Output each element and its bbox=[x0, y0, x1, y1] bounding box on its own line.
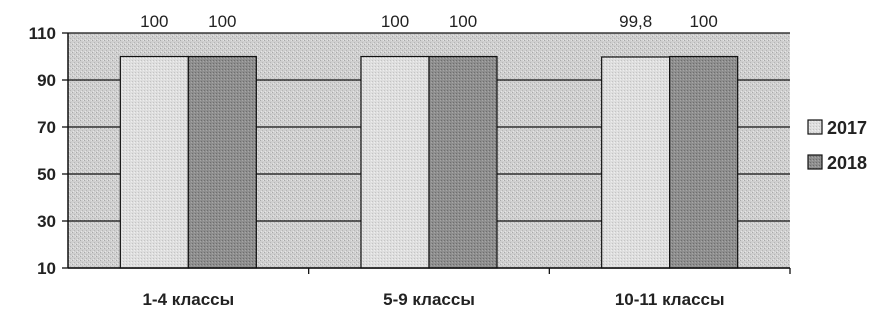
y-tick-label-110: 110 bbox=[29, 24, 56, 43]
y-tick-label-90: 90 bbox=[37, 71, 56, 90]
legend-label-2018: 2018 bbox=[827, 153, 867, 173]
legend-label-2017: 2017 bbox=[827, 118, 867, 138]
data-label-2017-2: 100 bbox=[381, 12, 409, 31]
bar-2017-1 bbox=[119, 55, 189, 269]
y-tick-label-70: 70 bbox=[37, 118, 56, 137]
legend-swatch-2018 bbox=[807, 154, 823, 170]
bar-2017-2 bbox=[360, 55, 430, 269]
x-category-label: 5-9 классы bbox=[383, 290, 475, 309]
y-tick-label-50: 50 bbox=[37, 165, 56, 184]
legend-swatch-2017 bbox=[807, 119, 823, 135]
y-tick-label-30: 30 bbox=[37, 212, 56, 231]
data-label-2017-3: 99,8 bbox=[619, 12, 652, 31]
data-label-2018-1: 100 bbox=[208, 12, 236, 31]
bar-2018-3 bbox=[669, 55, 739, 269]
bar-2018-2 bbox=[428, 55, 498, 269]
x-category-label: 10-11 классы bbox=[615, 290, 725, 309]
data-label-2018-3: 100 bbox=[689, 12, 717, 31]
bar-2018-1 bbox=[187, 55, 257, 269]
data-label-2017-1: 100 bbox=[140, 12, 168, 31]
data-label-2018-2: 100 bbox=[449, 12, 477, 31]
bar-2017-3 bbox=[601, 56, 671, 269]
y-tick-label-10: 10 bbox=[37, 259, 56, 278]
x-category-label: 1-4 классы bbox=[142, 290, 234, 309]
